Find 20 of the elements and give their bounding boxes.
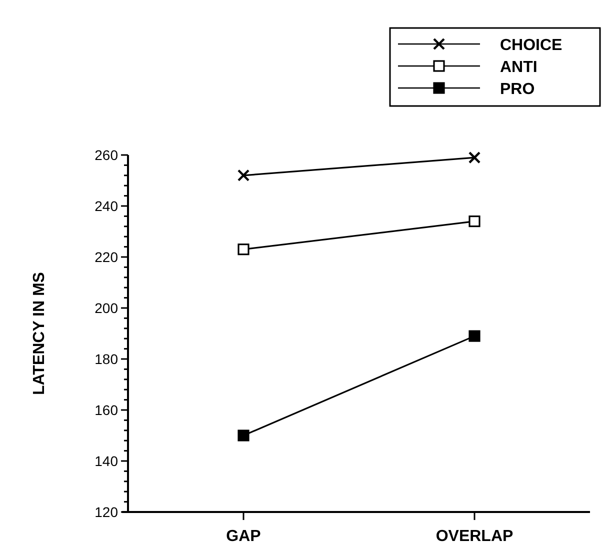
- point: [238, 430, 250, 442]
- y-tick-label: 200: [94, 300, 118, 316]
- y-tick-label: 160: [94, 402, 118, 418]
- y-axis-title: LATENCY IN MS: [31, 272, 48, 395]
- point: [468, 216, 480, 228]
- y-tick-label: 140: [94, 452, 118, 469]
- point: [237, 169, 250, 182]
- y-tick-label: 120: [94, 504, 118, 520]
- y-tick-label: 260: [94, 146, 118, 163]
- y-tick-label: 220: [94, 248, 118, 265]
- x-tick-label: OVERLAP: [436, 528, 514, 545]
- text: PRO: [500, 81, 535, 98]
- x-tick-label: GAP: [226, 528, 262, 545]
- point: [468, 151, 481, 164]
- text: ANTI: [500, 59, 538, 76]
- point: [468, 330, 480, 342]
- y-tick-label: 180: [94, 350, 118, 367]
- point: [238, 244, 250, 256]
- y-tick-label: 240: [94, 198, 118, 214]
- text: CHOICE: [500, 37, 563, 54]
